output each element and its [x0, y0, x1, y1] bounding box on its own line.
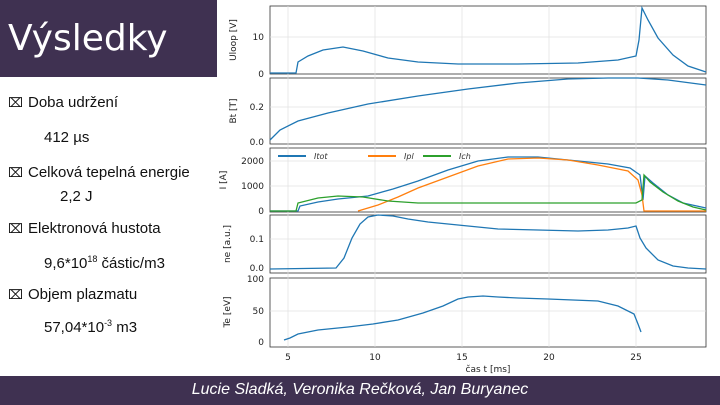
ich-series	[270, 173, 707, 212]
legend-item: Ich	[459, 152, 471, 161]
bullet-value: 2,2 J	[60, 188, 93, 205]
xtick: 15	[456, 353, 467, 363]
ytick: 0	[258, 207, 264, 217]
bullet-value: 412 µs	[44, 129, 90, 146]
xtick: 5	[285, 353, 291, 363]
plot-figure: Uloop [V] Bt [T] I [A] ne [a.u.] Te [eV]…	[219, 5, 707, 375]
ytick: 10	[253, 33, 265, 43]
bullet-icon: ⌧	[8, 287, 23, 302]
itot-series	[270, 156, 707, 212]
bullet-label: Objem plazmatu	[28, 286, 138, 303]
ytick: 100	[247, 275, 264, 285]
ipl-series	[357, 157, 706, 212]
bullet-label: Celková tepelná energie	[28, 164, 190, 181]
bullet-icon: ⌧	[8, 95, 23, 110]
panel-frame-te	[269, 277, 707, 348]
xtick: 25	[630, 353, 641, 363]
uloop-series	[270, 5, 707, 74]
bullet-value: 57,04*10-3 m3	[44, 318, 138, 336]
bullet-icon: ⌧	[8, 165, 23, 180]
x-axis-label: čas t [ms]	[466, 364, 511, 375]
xtick: 10	[369, 353, 381, 363]
y-label-current: I [A]	[219, 171, 229, 190]
bullet-value: 9,6*1018 částic/m3	[44, 254, 165, 272]
footer-authors: Lucie Sladká, Veronika Rečková, Jan Bury…	[191, 381, 529, 398]
legend-item: Ipl	[404, 152, 414, 161]
bullet-item: ⌧ Doba udržení	[8, 94, 118, 111]
bullet-icon: ⌧	[8, 221, 23, 236]
ytick: 1000	[241, 182, 264, 192]
panel-frame-bt	[269, 77, 707, 145]
y-label-uloop: Uloop [V]	[229, 19, 239, 61]
bullet-item: ⌧ Objem plazmatu	[8, 286, 137, 303]
gridlines	[270, 6, 706, 347]
legend-item: Itot	[314, 152, 328, 161]
footer-bar: Lucie Sladká, Veronika Rečková, Jan Bury…	[0, 376, 720, 405]
bullet-label: Elektronová hustota	[28, 220, 161, 237]
y-label-bt: Bt [T]	[229, 98, 239, 123]
xtick: 20	[543, 353, 555, 363]
panel-frame-uloop	[269, 5, 707, 75]
ytick: 0.2	[250, 103, 264, 113]
bullet-label: Doba udržení	[28, 94, 119, 111]
legend: Itot Ipl Ich	[278, 152, 471, 161]
ytick: 50	[253, 307, 265, 317]
panel-frame-current	[269, 147, 707, 213]
te-series	[283, 295, 642, 341]
ne-series	[269, 214, 707, 270]
ytick: 0	[258, 70, 264, 80]
y-label-te: Te [eV]	[223, 296, 233, 328]
bullet-item: ⌧ Celková tepelná energie	[8, 164, 190, 181]
ytick: 0	[258, 338, 264, 348]
ytick: 0.0	[250, 138, 265, 148]
y-label-ne: ne [a.u.]	[223, 225, 233, 263]
ytick: 0.0	[250, 264, 265, 274]
slide-title: Výsledky	[8, 18, 168, 59]
bullet-item: ⌧ Elektronová hustota	[8, 220, 161, 237]
bt-series	[269, 77, 707, 141]
panel-frame-ne	[269, 214, 707, 274]
ytick: 0.1	[250, 235, 264, 245]
ytick: 2000	[241, 157, 264, 167]
title-box: Výsledky	[0, 0, 217, 77]
